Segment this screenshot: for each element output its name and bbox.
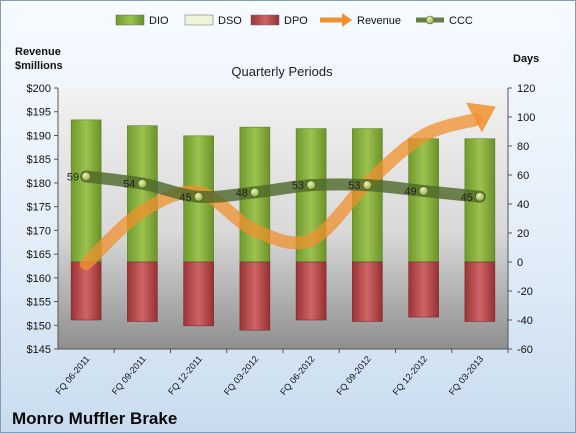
legend-swatch-revenue-arrow: [342, 13, 352, 27]
left-axis-tick-label: $180: [27, 178, 51, 190]
ccc-data-label: 45: [461, 192, 473, 204]
ccc-point: [81, 171, 92, 182]
left-axis-tick-label: $155: [27, 297, 51, 309]
right-axis-tick-label: -40: [517, 315, 533, 327]
x-axis-tick-label: FQ 03-2012: [222, 354, 261, 397]
ccc-point: [193, 191, 204, 202]
x-axis-tick-label: FQ 09-2011: [110, 354, 148, 397]
dpo-bar: [464, 261, 496, 322]
ccc-point: [474, 191, 485, 202]
ccc-point: [137, 178, 148, 189]
left-axis-tick-label: $145: [27, 344, 51, 356]
left-axis-title-line2: $millions: [15, 60, 63, 72]
ccc-point: [306, 180, 317, 191]
legend-label-dio: DIO: [149, 15, 169, 27]
ccc-data-label: 53: [348, 180, 360, 192]
legend-label-dpo: DPO: [284, 15, 308, 27]
legend-swatch-dio: [115, 14, 145, 26]
dpo-bar: [352, 261, 383, 322]
right-axis-title: Days: [513, 53, 539, 65]
legend-swatch-ccc-marker: [425, 15, 435, 25]
ccc-data-label: 49: [404, 186, 416, 198]
x-axis-tick-label: FQ 03-2013: [447, 354, 486, 397]
dio-bar: [408, 138, 439, 263]
right-axis-tick-label: -60: [517, 344, 533, 356]
x-axis-tick-label: FQ 09-2012: [334, 354, 373, 397]
left-axis-tick-label: $200: [27, 83, 51, 95]
ccc-data-label: 53: [292, 180, 304, 192]
legend-swatch-dpo: [250, 14, 280, 26]
legend-label-revenue: Revenue: [357, 15, 401, 27]
right-axis-tick-label: 40: [517, 199, 529, 211]
company-name: Monro Muffler Brake: [12, 409, 177, 428]
chart-title: Quarterly Periods: [231, 64, 333, 79]
left-axis-title-line1: Revenue: [15, 46, 61, 58]
dpo-bar: [127, 261, 158, 322]
dpo-bar: [408, 261, 439, 318]
revenue-line: [79, 112, 483, 271]
left-axis-tick-label: $195: [27, 107, 51, 119]
left-axis-tick-label: $170: [27, 225, 51, 237]
right-axis-tick-label: 60: [517, 170, 529, 182]
dpo-bar: [295, 261, 327, 321]
left-axis-tick-label: $185: [27, 154, 51, 166]
ccc-data-label: 48: [236, 187, 248, 199]
x-axis-tick-label: FQ 12-2012: [391, 354, 430, 397]
right-axis-tick-label: 100: [517, 112, 535, 124]
left-axis-tick-label: $175: [27, 202, 51, 214]
ccc-point: [249, 187, 260, 198]
ccc-data-label: 45: [179, 192, 191, 204]
revenue-arrowhead: [465, 102, 496, 133]
x-axis-tick-label: FQ 06-2012: [278, 354, 317, 397]
dpo-bar: [239, 261, 271, 331]
x-axis-tick-label: FQ 06-2011: [54, 354, 92, 397]
legend-label-ccc: CCC: [449, 15, 473, 27]
ccc-data-label: 54: [123, 179, 135, 191]
left-axis-tick-label: $190: [27, 130, 51, 142]
right-axis-tick-label: 120: [517, 83, 535, 95]
legend-label-dso: DSO: [218, 15, 242, 27]
ccc-point: [418, 186, 429, 196]
dpo-bar: [183, 261, 214, 327]
ccc-data-label: 59: [67, 171, 79, 183]
right-axis-tick-label: -20: [517, 286, 533, 298]
legend-swatch-dso: [184, 14, 214, 26]
x-axis-tick-label: FQ 12-2011: [166, 354, 204, 397]
left-axis-tick-label: $160: [27, 273, 51, 285]
ccc-point: [362, 180, 373, 191]
dpo-bar: [70, 261, 102, 321]
dio-bar: [127, 125, 158, 263]
left-axis-tick-label: $165: [27, 249, 51, 261]
right-axis-tick-label: 0: [517, 257, 523, 269]
right-axis-tick-label: 80: [517, 141, 529, 153]
dio-bar: [70, 119, 102, 263]
left-axis-tick-label: $150: [27, 320, 51, 332]
right-axis-tick-label: 20: [517, 228, 529, 240]
